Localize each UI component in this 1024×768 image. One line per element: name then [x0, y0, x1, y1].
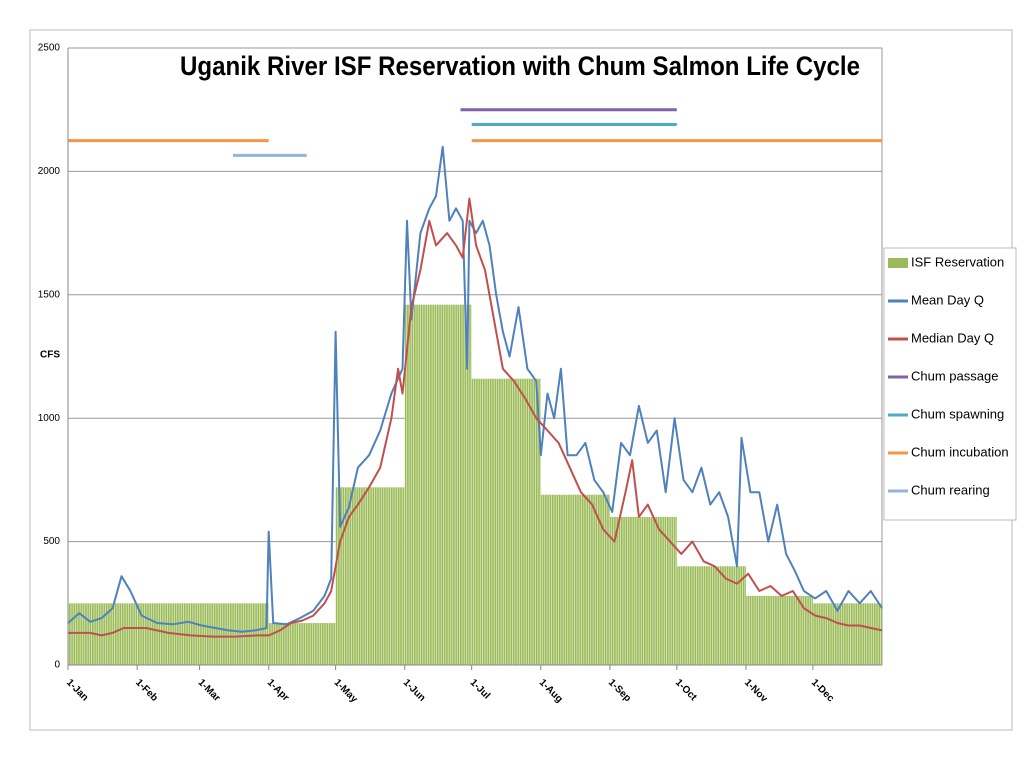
- bar: [540, 494, 610, 665]
- series-line: [67, 145, 883, 633]
- bar: [812, 603, 882, 665]
- bar: [199, 603, 269, 665]
- y-tick-label: 1000: [38, 413, 61, 424]
- bar: [676, 566, 746, 665]
- y-tick-label: 2000: [38, 166, 61, 177]
- legend-label: Median Day Q: [911, 330, 994, 345]
- bar: [137, 603, 200, 665]
- bar: [609, 516, 677, 665]
- legend-label: Mean Day Q: [911, 292, 984, 307]
- series-line: [68, 197, 883, 638]
- y-axis-label: CFS: [40, 350, 60, 361]
- legend-box: [883, 247, 1017, 521]
- chart-title: Uganik River ISF Reservation with Chum S…: [180, 51, 860, 81]
- y-tick-label: 500: [43, 536, 60, 547]
- legend-label: Chum rearing: [911, 482, 990, 497]
- legend-label: Chum incubation: [911, 444, 1009, 459]
- bar: [745, 595, 813, 665]
- legend-swatch: [888, 258, 908, 268]
- legend-label: Chum spawning: [911, 406, 1004, 421]
- y-tick-label: 1500: [38, 289, 61, 300]
- legend-label: ISF Reservation: [911, 254, 1004, 269]
- bar: [404, 304, 472, 665]
- y-tick-label: 0: [54, 660, 60, 671]
- bar: [268, 623, 336, 665]
- legend-label: Chum passage: [911, 368, 998, 383]
- bar: [335, 487, 405, 665]
- y-tick-label: 2500: [38, 43, 61, 54]
- bar: [471, 378, 541, 665]
